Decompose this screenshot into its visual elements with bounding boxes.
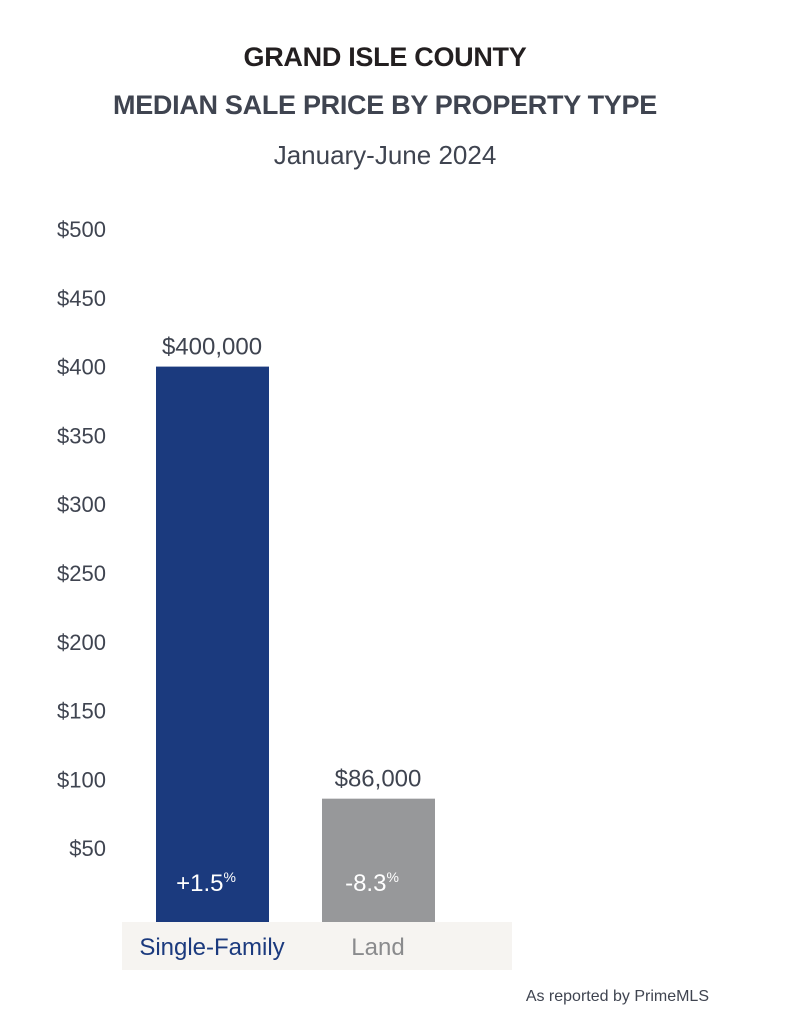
change-percent-sign: % bbox=[223, 869, 235, 885]
bar-value-label: $86,000 bbox=[335, 766, 422, 793]
source-footnote: As reported by PrimeMLS bbox=[525, 988, 709, 1005]
y-tick-label: $350 bbox=[57, 423, 106, 448]
y-tick-label: $450 bbox=[57, 286, 106, 311]
category-label-land: Land bbox=[351, 934, 404, 961]
y-tick-label: $200 bbox=[57, 630, 106, 655]
y-tick-label: $150 bbox=[57, 699, 106, 724]
y-tick-label: $500 bbox=[57, 217, 106, 242]
y-tick-label: $300 bbox=[57, 492, 106, 517]
y-tick-label: $250 bbox=[57, 561, 106, 586]
chart-subtitle: MEDIAN SALE PRICE BY PROPERTY TYPE bbox=[113, 90, 657, 120]
bar-land bbox=[322, 798, 435, 922]
bar-single-family bbox=[156, 366, 269, 923]
category-band bbox=[122, 922, 512, 970]
chart-title: GRAND ISLE COUNTY bbox=[243, 42, 527, 72]
category-label-single-family: Single-Family bbox=[139, 934, 284, 961]
chart-period: January-June 2024 bbox=[273, 140, 497, 170]
y-tick-label: $100 bbox=[57, 767, 106, 792]
bar-chart: $50 $100 $150 $200 $250 $300 $350 $400 $450 $500 $… bbox=[57, 217, 512, 970]
y-tick-label: $50 bbox=[69, 836, 106, 861]
y-tick-label: $400 bbox=[57, 355, 106, 380]
change-percent-sign: % bbox=[386, 869, 398, 885]
bar-value-label: $400,000 bbox=[162, 334, 262, 361]
